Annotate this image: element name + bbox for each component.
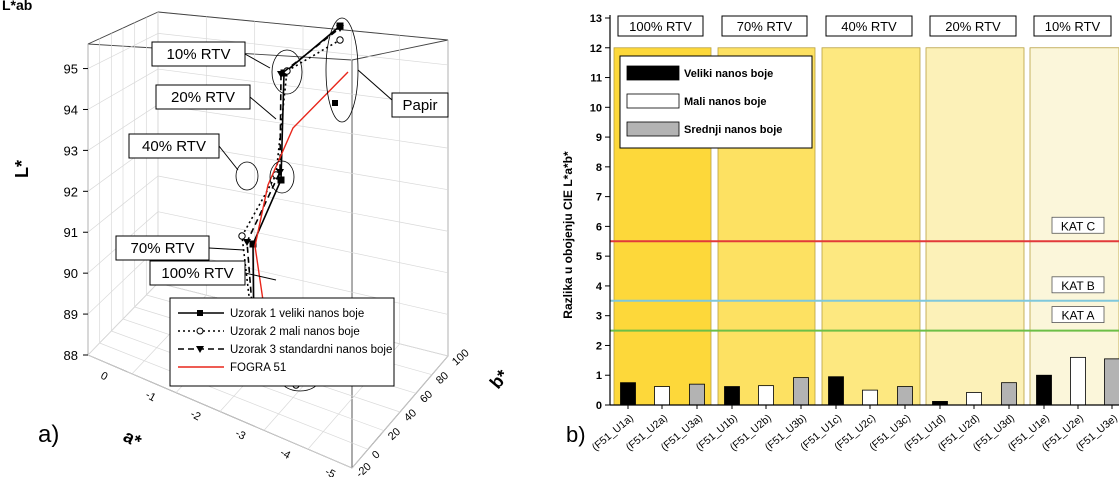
b-tick-label: 20 [386, 426, 403, 443]
legend-marker [197, 310, 203, 316]
y-tick-label: 12 [590, 43, 602, 55]
a-tick-label: -2 [188, 408, 202, 423]
legend-marker [197, 328, 203, 334]
b-tick-label: 100 [450, 347, 472, 368]
b-tick-label: 60 [418, 388, 435, 405]
legend-label: Mali nanos boje [684, 96, 767, 108]
y-tick-label: 3 [596, 311, 602, 323]
series-1-point [332, 100, 338, 106]
paper-callout-label: Papir [402, 97, 437, 114]
y-tick-label: 4 [596, 281, 603, 293]
b-tick-label: 40 [402, 407, 419, 424]
z-tick-label: 89 [64, 307, 78, 322]
legend-label: Srednji nanos boje [684, 124, 782, 136]
rtv-callout-label: 40% RTV [142, 138, 206, 155]
y-tick-label: 11 [590, 73, 602, 85]
bar [967, 392, 982, 405]
rtv-group-header: 100% RTV [629, 19, 692, 34]
z-tick-label: 95 [64, 62, 78, 77]
bar [725, 387, 740, 405]
bar [759, 386, 774, 405]
a-tick-label: -4 [278, 447, 292, 462]
y-tick-label: 8 [596, 162, 602, 174]
series-2-point [239, 233, 245, 239]
a-tick-label: 0 [98, 370, 109, 383]
y-tick-label: 9 [596, 132, 602, 144]
legend-label: Uzorak 1 veliki nanos boje [230, 308, 364, 320]
rtv-group-panel [926, 48, 1024, 405]
bar [1037, 375, 1052, 405]
panel-label-b: b) [566, 422, 586, 447]
y-tick-label: 2 [596, 340, 602, 352]
z-axis-label: L* [12, 160, 32, 178]
bar [1002, 383, 1017, 405]
bar [863, 390, 878, 405]
threshold-label: KAT C [1061, 219, 1096, 233]
legend-label: Uzorak 2 mali nanos boje [230, 326, 360, 338]
bar [690, 384, 705, 405]
bar [898, 387, 913, 405]
bar [655, 387, 670, 405]
legend-swatch [627, 66, 679, 80]
z-tick-label: 90 [64, 266, 78, 281]
y-tick-label: 5 [596, 251, 602, 263]
panel-label-a: a) [38, 421, 59, 448]
series-2-point [337, 37, 343, 43]
bar [621, 383, 636, 405]
bar-legend: Veliki nanos boje Mali nanos boje Srednji … [620, 56, 812, 148]
y-tick-label: 6 [596, 221, 602, 233]
rtv-callout-label: 100% RTV [161, 265, 233, 282]
y-tick-label: 1 [596, 370, 602, 382]
bar [829, 377, 844, 405]
y-tick-label: 13 [590, 13, 602, 25]
chart-bar-delta-e: 100% RTV 70% RTV 40% RTV 20% RTV 10% RTV KAT… [561, 13, 1119, 454]
legend-label: Uzorak 3 standardni nanos boje [230, 344, 392, 356]
threshold-label: KAT A [1062, 309, 1095, 323]
rtv-group-panel [822, 48, 920, 405]
y-tick-label: 0 [596, 400, 602, 412]
z-tick-label: 88 [64, 348, 78, 363]
legend-label: FOGRA 51 [230, 362, 286, 374]
threshold-label: KAT B [1061, 279, 1095, 293]
bar [1071, 357, 1086, 405]
chart-3d-lab: 95949392919089880-1-2-3-4-5-200204060801… [12, 12, 513, 477]
z-tick-label: 93 [64, 143, 78, 158]
z-tick-label: 94 [64, 102, 78, 117]
a-tick-label: -5 [323, 466, 337, 477]
b-tick-label: 80 [434, 370, 451, 387]
rtv-callout-label: 70% RTV [131, 240, 195, 257]
y-tick-label: 10 [590, 102, 602, 114]
b-tick-label: 0 [370, 449, 383, 462]
rtv-callout-label: 10% RTV [167, 46, 231, 63]
rtv-group-header: 10% RTV [1045, 19, 1101, 34]
a-tick-label: -1 [143, 389, 157, 404]
bar [1105, 359, 1119, 405]
a-axis-label: a* [120, 426, 144, 452]
rtv-group-header: 70% RTV [737, 19, 793, 34]
z-tick-label: 92 [64, 184, 78, 199]
y-tick-label: 7 [596, 192, 602, 204]
header-fragment: L*ab [2, 0, 32, 13]
bar-y-axis-label: Razlika u obojenju CIE L*a*b* [561, 151, 575, 319]
chart-3d-legend: Uzorak 1 veliki nanos boje Uzorak 2 mali … [170, 298, 394, 386]
rtv-callout-label: 20% RTV [171, 89, 235, 106]
legend-label: Veliki nanos boje [684, 68, 773, 80]
a-tick-label: -3 [233, 427, 247, 442]
rtv-group-header: 40% RTV [841, 19, 897, 34]
legend-swatch [627, 122, 679, 136]
z-tick-label: 91 [64, 225, 78, 240]
b-axis-label: b* [486, 366, 513, 393]
b-tick-label: -20 [354, 461, 374, 477]
bar [794, 378, 809, 405]
legend-swatch [627, 94, 679, 108]
rtv-group-header: 20% RTV [945, 19, 1001, 34]
